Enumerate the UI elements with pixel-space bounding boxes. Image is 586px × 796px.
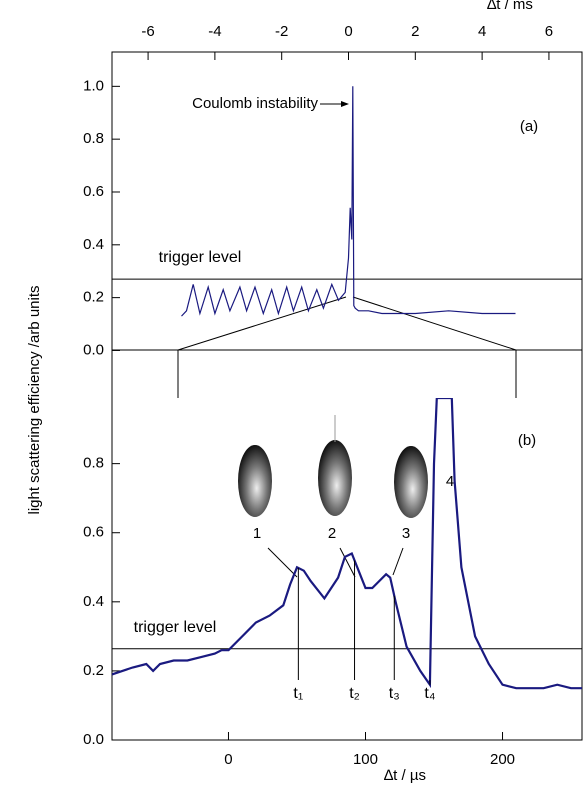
- y-axis-label: light scattering efficiency /arb units: [26, 285, 43, 514]
- droplet-images: [238, 415, 428, 518]
- trigger-label: trigger level: [134, 619, 217, 636]
- x-tick-label: 6: [545, 23, 553, 40]
- panel-label: (b): [518, 432, 536, 449]
- data-line: [112, 398, 582, 690]
- x-tick-label: 0: [224, 751, 232, 768]
- trigger-label: trigger level: [159, 249, 242, 266]
- marker-label: t₃: [389, 685, 400, 702]
- droplet-label: 2: [328, 525, 336, 542]
- pointer: [339, 547, 356, 578]
- marker-label: t₁: [293, 685, 303, 702]
- droplet: [318, 440, 352, 516]
- x-tick-label: -2: [275, 23, 288, 40]
- y-tick-label: 0.6: [83, 524, 104, 541]
- marker-label: t₂: [349, 685, 360, 702]
- droplet-label: 1: [253, 525, 261, 542]
- y-tick-label: 0.6: [83, 183, 104, 200]
- y-tick-label: 0.2: [83, 289, 104, 306]
- arrow-head: [341, 101, 349, 107]
- zoom-line: [352, 296, 517, 398]
- data-line: [181, 86, 516, 317]
- x-tick-label: -4: [208, 23, 221, 40]
- x-axis-label: ∆t / ms: [487, 0, 533, 13]
- zoom-line: [177, 296, 347, 398]
- y-tick-label: 0.0: [83, 731, 104, 748]
- x-tick-label: -6: [141, 23, 154, 40]
- y-tick-label: 0.8: [83, 455, 104, 472]
- panel-label: (a): [520, 118, 538, 135]
- y-tick-label: 0.8: [83, 130, 104, 147]
- droplet-label: 3: [402, 525, 410, 542]
- droplet: [394, 446, 428, 518]
- x-tick-label: 4: [478, 23, 486, 40]
- y-tick-label: 1.0: [83, 77, 104, 94]
- plot-frame: [111, 51, 583, 741]
- droplet-label: 4: [446, 473, 454, 490]
- x-axis-label: ∆t / µs: [384, 767, 426, 784]
- x-tick-label: 100: [353, 751, 378, 768]
- x-tick-label: 0: [344, 23, 352, 40]
- x-tick-label: 200: [490, 751, 515, 768]
- droplet: [238, 445, 272, 517]
- pointer: [392, 547, 404, 576]
- y-tick-label: 0.0: [83, 341, 104, 358]
- pointer: [267, 547, 298, 578]
- y-tick-label: 0.4: [83, 236, 104, 253]
- annotation: Coulomb instability: [192, 95, 318, 112]
- marker-label: t₄: [424, 685, 435, 702]
- y-tick-label: 0.2: [83, 662, 104, 679]
- y-tick-label: 0.4: [83, 593, 104, 610]
- x-tick-label: 2: [411, 23, 419, 40]
